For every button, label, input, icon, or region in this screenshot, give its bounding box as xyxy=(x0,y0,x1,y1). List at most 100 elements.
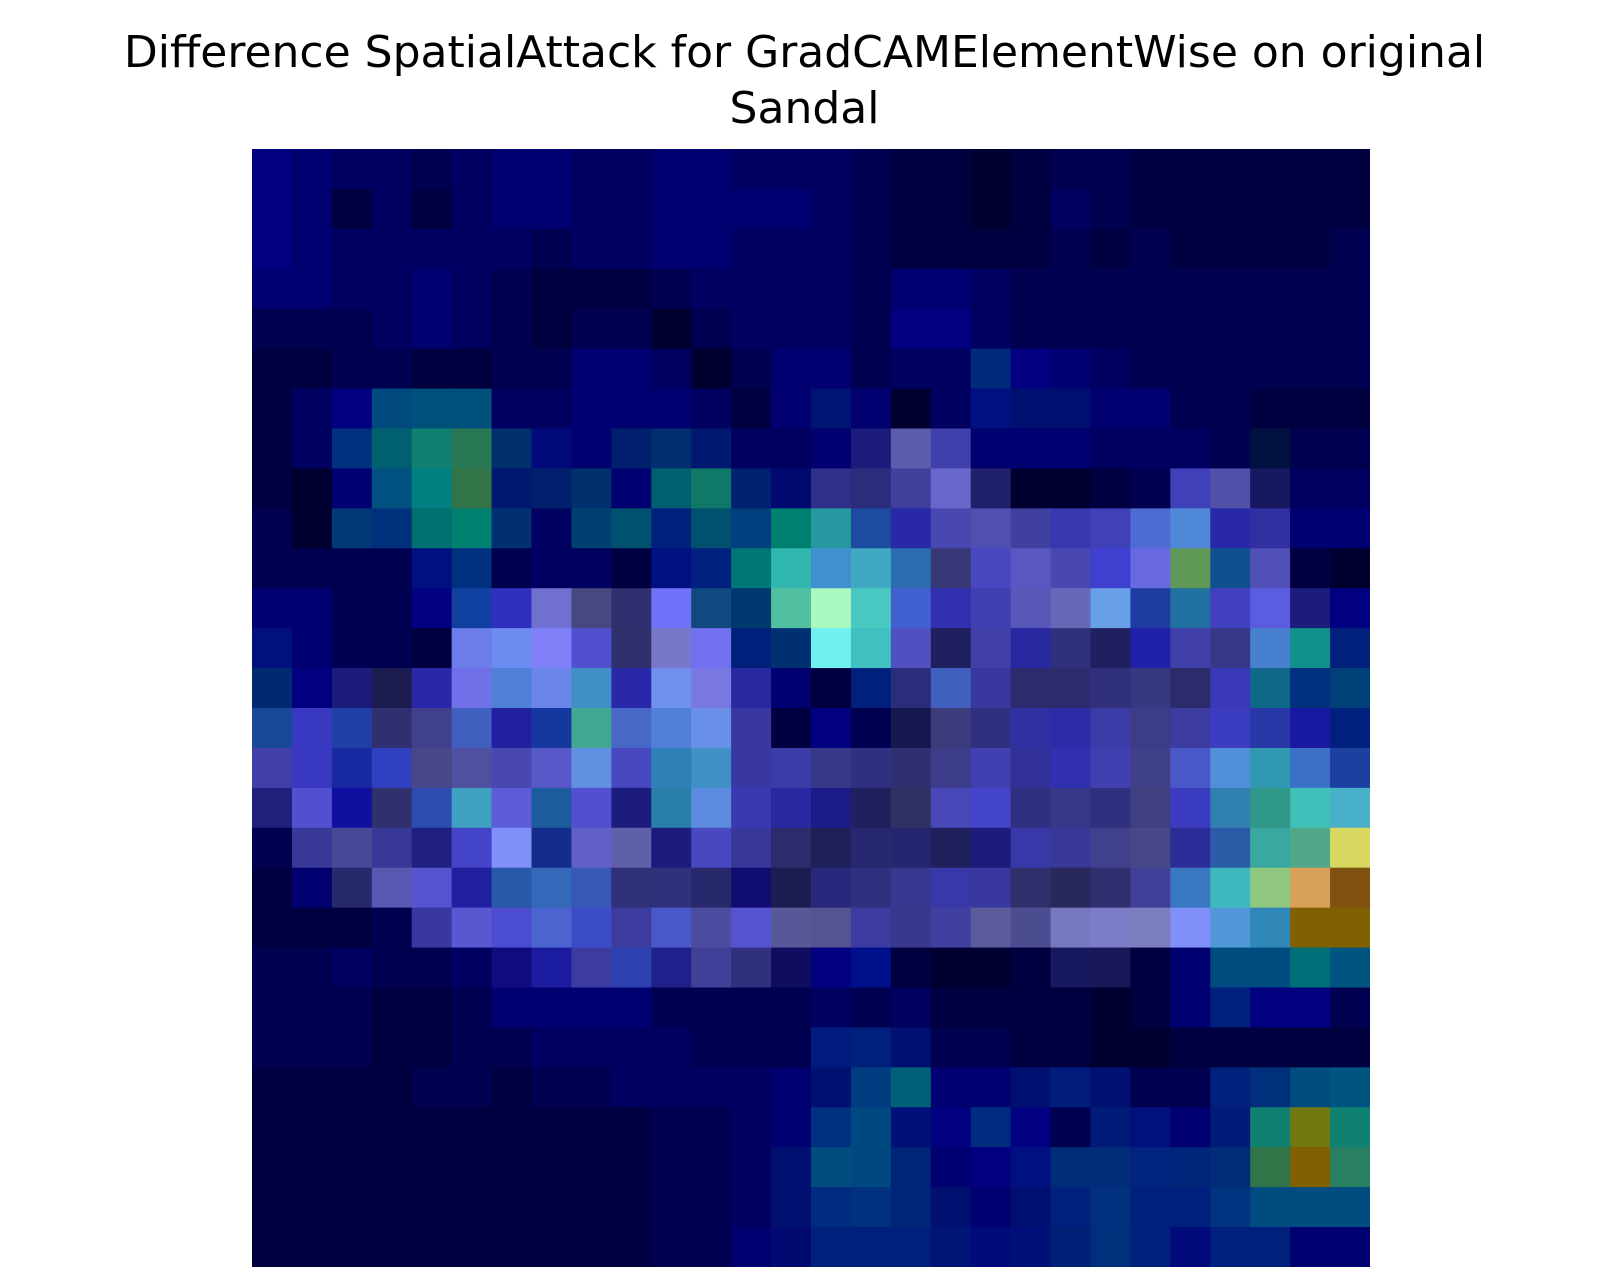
heatmap-cell-r13-c10 xyxy=(651,668,692,709)
heatmap-cell-r8-c19 xyxy=(1010,468,1052,509)
heatmap-cell-r16-c3 xyxy=(371,787,413,829)
heatmap-cell-r19-c10 xyxy=(651,907,692,949)
heatmap-cell-r15-c2 xyxy=(331,747,373,789)
heatmap-cell-r5-c8 xyxy=(571,348,612,390)
heatmap-cell-r4-c22 xyxy=(1130,308,1171,350)
heatmap-cell-r26-c9 xyxy=(611,1187,652,1228)
heatmap-cell-r17-c14 xyxy=(811,827,852,869)
heatmap-cell-r1-c14 xyxy=(811,188,852,230)
heatmap-cell-r25-c6 xyxy=(491,1147,533,1188)
heatmap-cell-r26-c27 xyxy=(1330,1187,1370,1228)
heatmap-cell-r5-c17 xyxy=(930,348,972,390)
heatmap-cell-r19-c26 xyxy=(1290,907,1331,949)
heatmap-cell-r5-c2 xyxy=(331,348,373,390)
heatmap-cell-r20-c8 xyxy=(571,947,612,989)
heatmap-cell-r21-c13 xyxy=(771,987,812,1029)
heatmap-cell-r8-c6 xyxy=(491,468,533,509)
heatmap-cell-r0-c22 xyxy=(1130,149,1171,190)
heatmap-cell-r9-c0 xyxy=(252,508,293,549)
heatmap-cell-r19-c14 xyxy=(811,907,852,949)
heatmap-cell-r2-c5 xyxy=(451,228,493,270)
heatmap-cell-r4-c18 xyxy=(970,308,1012,350)
heatmap-cell-r14-c19 xyxy=(1010,708,1052,749)
heatmap-cell-r14-c0 xyxy=(252,708,293,749)
heatmap-cell-r5-c10 xyxy=(651,348,692,390)
heatmap-cell-r8-c25 xyxy=(1250,468,1291,509)
heatmap-cell-r9-c26 xyxy=(1290,508,1331,549)
heatmap-cell-r21-c15 xyxy=(850,987,892,1029)
heatmap-cell-r25-c1 xyxy=(291,1147,333,1188)
heatmap-cell-r1-c6 xyxy=(491,188,533,230)
heatmap-cell-r13-c26 xyxy=(1290,668,1331,709)
heatmap-cell-r2-c2 xyxy=(331,228,373,270)
heatmap-cell-r5-c25 xyxy=(1250,348,1291,390)
heatmap-cell-r18-c25 xyxy=(1250,867,1291,909)
heatmap-cell-r21-c3 xyxy=(371,987,413,1029)
heatmap-cell-r8-c14 xyxy=(811,468,852,509)
heatmap-cell-r12-c25 xyxy=(1250,628,1291,669)
heatmap-cell-r17-c18 xyxy=(970,827,1012,869)
heatmap-cell-r19-c0 xyxy=(252,907,293,949)
heatmap-cell-r21-c1 xyxy=(291,987,333,1029)
heatmap-cell-r13-c12 xyxy=(731,668,772,709)
heatmap-cell-r16-c13 xyxy=(771,787,812,829)
heatmap-cell-r0-c9 xyxy=(611,149,652,190)
heatmap-cell-r1-c13 xyxy=(771,188,812,230)
heatmap-cell-r4-c12 xyxy=(731,308,772,350)
heatmap-cell-r5-c23 xyxy=(1170,348,1211,390)
heatmap-cell-r9-c17 xyxy=(930,508,972,549)
heatmap-cell-r17-c7 xyxy=(531,827,573,869)
heatmap-cell-r10-c12 xyxy=(731,548,772,589)
heatmap-cell-r27-c1 xyxy=(291,1227,333,1267)
heatmap-cell-r22-c2 xyxy=(331,1027,373,1068)
heatmap-cell-r9-c27 xyxy=(1330,508,1370,549)
heatmap-cell-r27-c22 xyxy=(1130,1227,1171,1267)
heatmap-cell-r5-c9 xyxy=(611,348,652,390)
heatmap-cell-r13-c20 xyxy=(1050,668,1092,709)
heatmap-cell-r15-c11 xyxy=(691,747,732,789)
heatmap-cell-r13-c23 xyxy=(1170,668,1211,709)
heatmap-cell-r16-c10 xyxy=(651,787,692,829)
heatmap-cell-r10-c4 xyxy=(411,548,453,589)
heatmap-cell-r25-c3 xyxy=(371,1147,413,1188)
heatmap-cell-r8-c27 xyxy=(1330,468,1370,509)
heatmap-cell-r24-c18 xyxy=(970,1107,1012,1148)
heatmap-cell-r13-c21 xyxy=(1090,668,1132,709)
heatmap-cell-r7-c18 xyxy=(970,428,1012,470)
heatmap-cell-r22-c16 xyxy=(890,1027,932,1068)
heatmap-cell-r9-c10 xyxy=(651,508,692,549)
heatmap-cell-r20-c21 xyxy=(1090,947,1132,989)
heatmap-cell-r19-c3 xyxy=(371,907,413,949)
heatmap-cell-r22-c11 xyxy=(691,1027,732,1068)
heatmap-cell-r15-c9 xyxy=(611,747,652,789)
heatmap-cell-r24-c14 xyxy=(811,1107,852,1148)
heatmap-cell-r19-c1 xyxy=(291,907,333,949)
heatmap-cell-r10-c22 xyxy=(1130,548,1171,589)
heatmap-cell-r12-c2 xyxy=(331,628,373,669)
heatmap-cell-r12-c20 xyxy=(1050,628,1092,669)
heatmap-cell-r11-c13 xyxy=(771,588,812,629)
heatmap-cell-r8-c21 xyxy=(1090,468,1132,509)
heatmap-cell-r15-c27 xyxy=(1330,747,1370,789)
heatmap-cell-r12-c0 xyxy=(252,628,293,669)
heatmap-cell-r9-c12 xyxy=(731,508,772,549)
heatmap-cell-r25-c19 xyxy=(1010,1147,1052,1188)
heatmap-cell-r15-c18 xyxy=(970,747,1012,789)
heatmap-cell-r11-c7 xyxy=(531,588,573,629)
heatmap-cell-r20-c10 xyxy=(651,947,692,989)
heatmap-cell-r6-c14 xyxy=(811,388,852,430)
heatmap-cell-r0-c5 xyxy=(451,149,493,190)
heatmap-cell-r10-c21 xyxy=(1090,548,1132,589)
heatmap-cell-r10-c26 xyxy=(1290,548,1331,589)
heatmap-cell-r11-c21 xyxy=(1090,588,1132,629)
heatmap-cell-r21-c0 xyxy=(252,987,293,1029)
heatmap-cell-r14-c9 xyxy=(611,708,652,749)
heatmap-cell-r12-c13 xyxy=(771,628,812,669)
heatmap-cell-r6-c19 xyxy=(1010,388,1052,430)
heatmap-cell-r3-c20 xyxy=(1050,268,1092,310)
heatmap-cell-r5-c7 xyxy=(531,348,573,390)
heatmap-cell-r22-c18 xyxy=(970,1027,1012,1068)
heatmap-cell-r26-c17 xyxy=(930,1187,972,1228)
heatmap-cell-r22-c22 xyxy=(1130,1027,1171,1068)
heatmap-cell-r7-c22 xyxy=(1130,428,1171,470)
